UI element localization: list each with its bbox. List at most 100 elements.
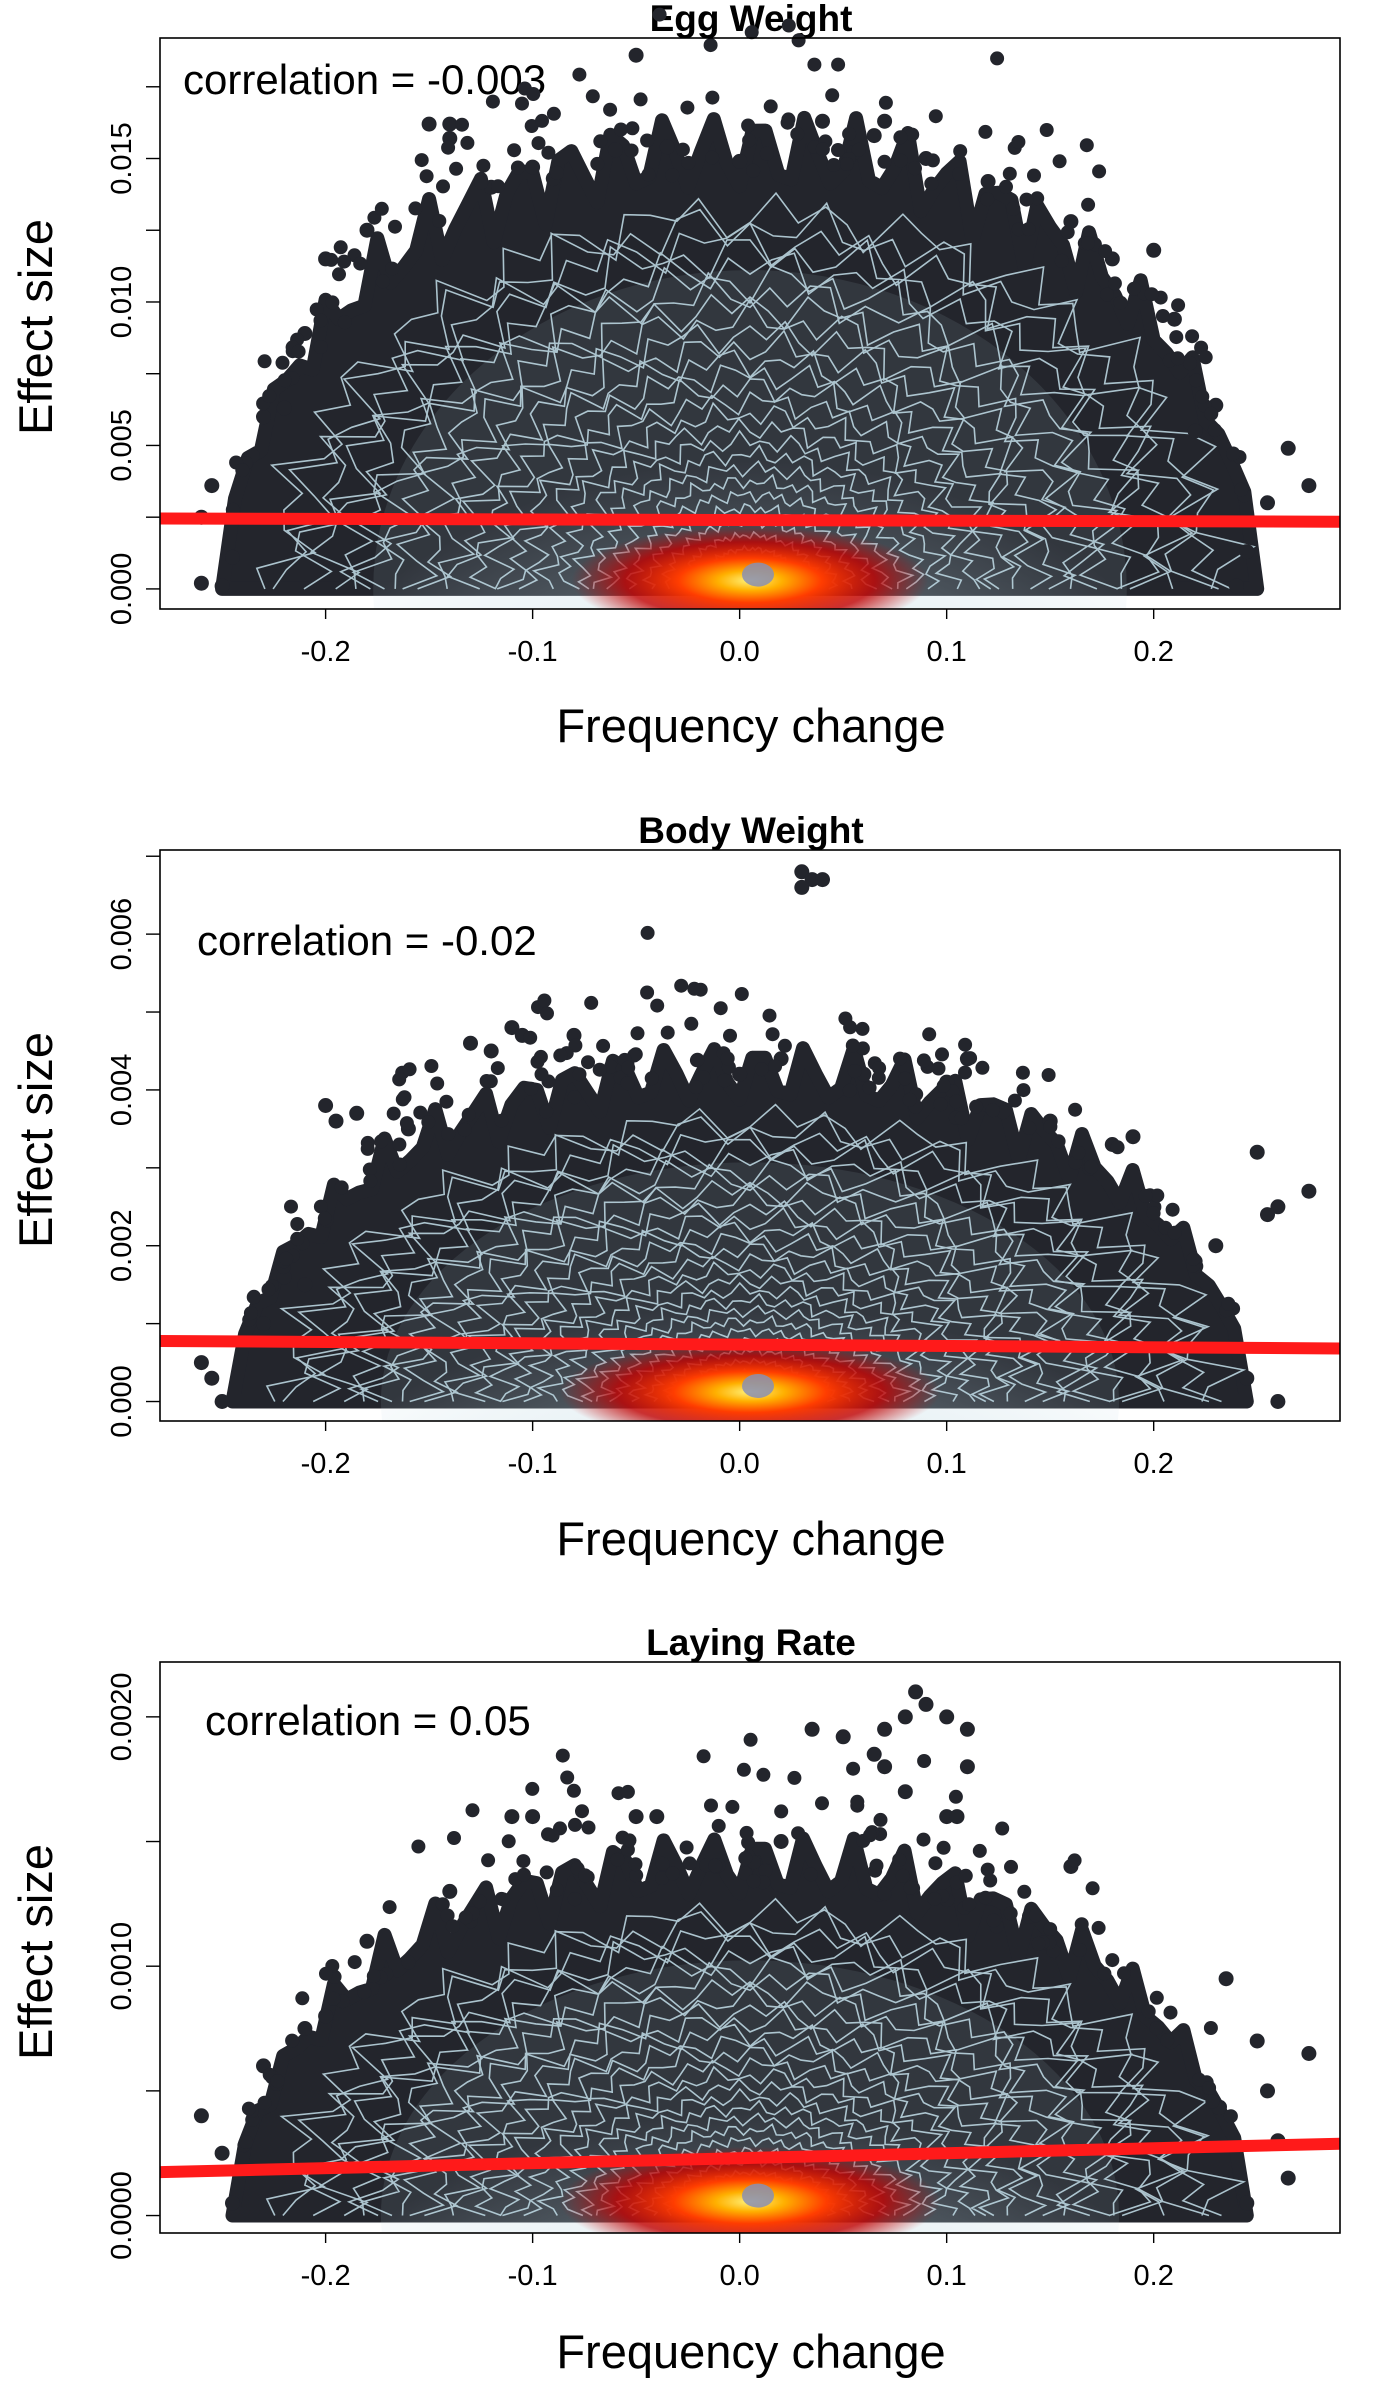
regression-line — [159, 2137, 1341, 2179]
data-point — [866, 1746, 882, 1762]
data-point — [553, 1048, 568, 1063]
data-point — [204, 1370, 220, 1386]
data-point — [739, 1825, 754, 1840]
data-point — [318, 1098, 334, 1113]
y-tick-label: 0.005 — [106, 409, 138, 482]
correlation-annotation: correlation = 0.05 — [205, 1697, 531, 1744]
data-point — [504, 1809, 520, 1825]
y-axis-title: Effect size — [9, 1032, 62, 1248]
data-point — [546, 106, 561, 121]
data-point — [494, 1113, 509, 1128]
data-point — [652, 7, 667, 22]
data-point — [704, 1798, 718, 1813]
data-point — [572, 1067, 587, 1082]
data-point — [746, 1874, 761, 1889]
data-point — [893, 130, 908, 145]
data-point — [1195, 389, 1210, 404]
data-point — [560, 1770, 575, 1785]
data-point — [458, 1910, 473, 1925]
data-point — [515, 96, 529, 111]
data-point — [386, 1106, 401, 1121]
data-point — [665, 1866, 680, 1881]
data-point — [567, 1892, 582, 1907]
data-point — [807, 57, 822, 72]
data-point — [1039, 123, 1054, 137]
data-point — [794, 864, 810, 880]
data-point — [419, 169, 434, 184]
data-point — [1017, 1884, 1032, 1899]
data-point — [460, 135, 475, 150]
data-point — [916, 1053, 931, 1068]
data-point — [954, 1111, 969, 1126]
data-point — [1234, 482, 1249, 497]
data-point — [804, 872, 820, 888]
y-axis: 0.000 0.002 0.004 0.006 — [106, 855, 160, 1438]
x-axis-title: Frequency change — [556, 699, 945, 752]
data-point — [235, 463, 250, 478]
panel-title: Body Weight — [638, 810, 863, 851]
data-point — [959, 1759, 975, 1775]
plot-area: -0.2 -0.1 0.0 0.1 0.2 0.000 0.005 0.010 0.015 — [106, 7, 1341, 668]
data-point — [1223, 2109, 1238, 2124]
data-point — [790, 127, 805, 142]
data-point — [525, 1781, 540, 1796]
data-point — [284, 1199, 298, 1214]
y-tick-label: 0.000 — [106, 1365, 138, 1438]
data-point — [803, 1867, 818, 1882]
data-point — [1031, 1936, 1046, 1951]
data-point — [257, 354, 272, 369]
data-point — [931, 1061, 946, 1076]
data-point — [746, 163, 761, 178]
data-point — [439, 1094, 454, 1109]
data-point — [585, 89, 600, 104]
data-point — [319, 1966, 333, 1981]
data-point — [908, 161, 922, 176]
data-point — [1052, 154, 1067, 169]
data-point — [762, 1008, 777, 1023]
data-point — [435, 1897, 450, 1912]
plot-frame — [159, 849, 1341, 1422]
outlier-points — [193, 7, 1317, 594]
data-point — [436, 179, 450, 194]
data-point — [359, 222, 375, 238]
data-point — [1260, 2083, 1275, 2099]
data-point — [455, 117, 469, 132]
data-point — [773, 1834, 789, 1849]
data-point — [1027, 168, 1041, 183]
data-point — [705, 90, 720, 105]
data-point — [972, 1843, 987, 1858]
data-point — [1015, 1065, 1030, 1080]
data-point — [936, 1840, 951, 1855]
data-point — [744, 25, 759, 40]
data-point — [831, 57, 846, 72]
data-point — [978, 124, 993, 139]
data-point — [193, 1355, 209, 1371]
data-point — [1280, 2170, 1296, 2186]
x-axis-title: Frequency change — [556, 1512, 945, 1565]
data-point — [980, 192, 995, 207]
x-axis: -0.2 -0.1 0.0 0.1 0.2 — [301, 1421, 1174, 1480]
data-point — [291, 344, 306, 359]
data-point — [1079, 138, 1094, 153]
data-point — [568, 1817, 582, 1832]
plot-area: -0.2 -0.1 0.0 0.1 0.2 0.000 0.002 0.004 0.006 — [106, 849, 1341, 1480]
panel-body-weight: Body Weight Frequency change Effect size… — [9, 810, 1341, 1565]
data-point — [275, 355, 290, 370]
data-point — [525, 159, 541, 175]
data-point — [774, 1804, 789, 1819]
data-point — [411, 1839, 426, 1854]
regression-line — [159, 512, 1341, 528]
data-point — [457, 1122, 472, 1137]
data-point — [1221, 1296, 1236, 1311]
data-point — [313, 313, 328, 328]
data-point — [1198, 350, 1213, 365]
data-point — [257, 2095, 272, 2110]
data-point — [525, 1809, 541, 1825]
data-point — [421, 116, 437, 132]
data-point — [359, 1933, 375, 1949]
data-point — [660, 1025, 675, 1040]
data-point — [725, 1799, 740, 1814]
data-point — [325, 295, 340, 310]
data-point — [1019, 192, 1034, 207]
data-point — [877, 154, 892, 169]
